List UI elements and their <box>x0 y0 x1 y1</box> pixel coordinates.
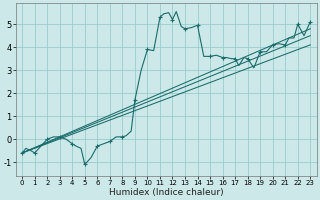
X-axis label: Humidex (Indice chaleur): Humidex (Indice chaleur) <box>109 188 224 197</box>
